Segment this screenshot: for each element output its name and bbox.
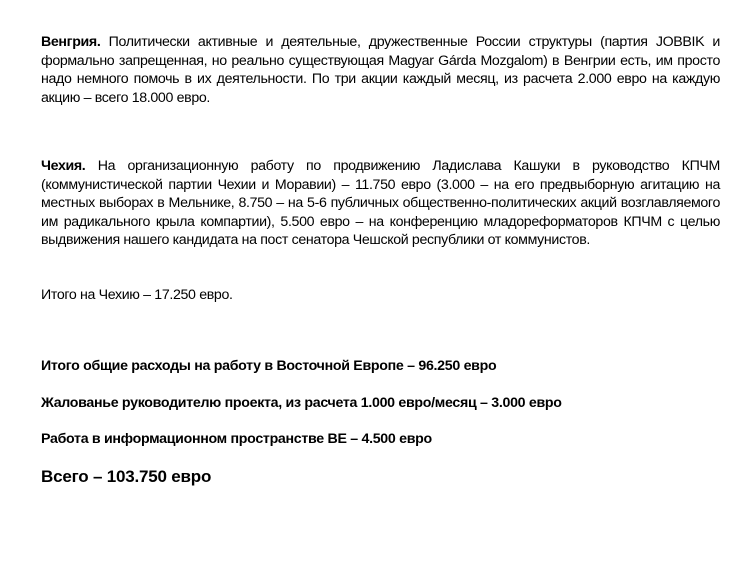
grand-total: Всего – 103.750 евро — [41, 467, 212, 486]
hungary-heading: Венгрия. — [41, 34, 101, 50]
hungary-text: Политически активные и деятельные, друже… — [41, 34, 720, 106]
eastern-europe-total: Итого общие расходы на работу в Восточно… — [41, 358, 497, 374]
czech-total: Итого на Чехию – 17.250 евро. — [41, 287, 233, 303]
czech-text: На организационную работу по продвижению… — [41, 158, 720, 248]
czech-paragraph: Чехия. На организационную работу по прод… — [41, 157, 720, 250]
czech-heading: Чехия. — [41, 158, 86, 174]
salary-line: Жалованье руководителю проекта, из расче… — [41, 395, 562, 411]
hungary-paragraph: Венгрия. Политически активные и деятельн… — [41, 33, 720, 107]
info-space-line: Работа в информационном пространстве ВЕ … — [41, 431, 432, 447]
